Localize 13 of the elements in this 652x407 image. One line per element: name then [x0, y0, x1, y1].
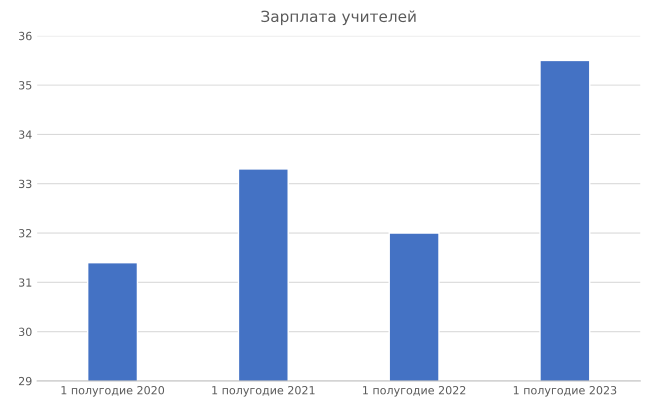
y-tick-label: 36: [19, 32, 32, 40]
y-tick-label: 33: [19, 180, 32, 188]
y-tick-label: 35: [19, 81, 32, 90]
chart-title: Зарплата учителей: [261, 10, 416, 26]
y-tick-label: 30: [19, 328, 32, 336]
x-tick-label: 1 полугодие 2022: [363, 386, 466, 397]
y-tick-label: 31: [19, 278, 32, 287]
x-tick-label: 1 полугодие 2020: [62, 386, 164, 397]
y-tick-label: 34: [19, 130, 32, 139]
y-tick-label: 32: [19, 229, 32, 238]
x-tick-label: 1 полугодие 2021: [212, 386, 315, 397]
y-tick-label: 29: [18, 376, 32, 386]
x-tick-label: 1 полугодие 2023: [514, 386, 616, 397]
